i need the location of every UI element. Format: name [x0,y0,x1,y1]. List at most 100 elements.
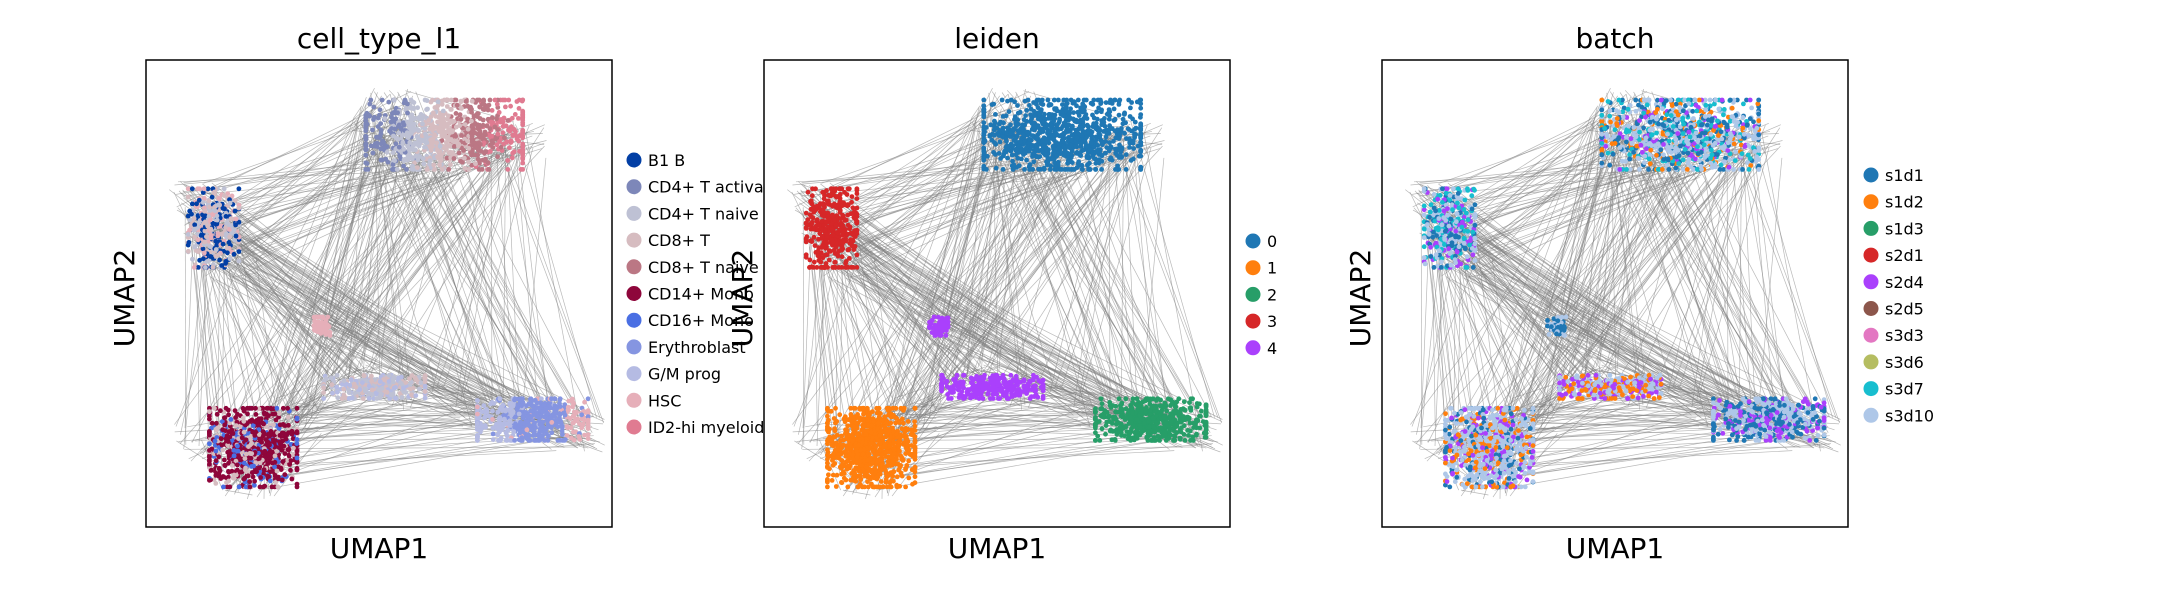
cell-point [549,420,555,425]
graph-edge [284,371,351,424]
cell-point [453,124,459,130]
cell-point [377,379,383,384]
cell-point [1081,147,1086,153]
cell-point [996,151,1002,156]
cell-point [424,167,430,172]
cell-point [202,239,208,245]
cell-point [1094,137,1099,143]
cell-point [220,427,226,433]
cell-point [320,314,326,320]
cell-point [276,476,281,482]
cell-point [418,380,424,386]
cell-point [384,149,390,155]
cell-point [500,119,506,125]
cell-point [437,143,443,149]
cell-point [227,484,233,490]
cell-point [1060,113,1066,118]
cell-point [1067,110,1072,116]
cell-point [363,135,369,141]
cell-point [216,466,222,471]
cell-point [233,216,239,222]
cell-point [377,107,383,113]
cell-point [407,140,413,145]
cell-point [480,117,486,123]
cell-point [277,433,283,438]
cell-point [266,413,271,418]
cell-point [494,142,500,148]
cell-point [520,142,526,148]
cell-point [227,200,233,206]
cell-point [381,140,386,145]
embedding-plot [169,88,605,500]
cell-point [432,167,437,172]
cell-point [1000,134,1005,140]
cell-point [291,445,296,451]
cell-point [1080,101,1086,107]
cell-point [346,388,352,394]
cell-point [526,401,532,407]
cell-point [1083,112,1089,117]
cell-point [513,129,518,135]
cell-point [1092,156,1097,162]
cell-point [202,219,208,225]
cell-point [263,437,269,442]
graph-edge [241,247,443,391]
cell-point [237,456,243,461]
cell-point [1138,153,1144,159]
cell-point [1130,156,1136,162]
cell-point [207,454,212,460]
cell-point [458,158,463,164]
cell-point [206,198,212,204]
cell-point [1047,114,1052,120]
cell-point [1076,159,1082,165]
cell-point [496,110,502,115]
cell-point [214,411,220,417]
cell-point [233,233,239,239]
cell-point [575,417,580,422]
cell-point [520,135,526,141]
cell-point [1107,156,1113,162]
cell-point [465,126,471,132]
graph-edge [223,125,506,451]
cell-point [466,159,471,165]
cell-point [403,380,409,385]
graph-edge [272,433,515,478]
legend-item: B1 B [626,151,685,170]
graph-edge [332,145,545,375]
cell-point [564,424,570,429]
cell-point [555,438,561,443]
cell-point [210,212,216,218]
cell-point [509,155,515,161]
cell-point [378,391,383,397]
cell-point [552,414,558,419]
cell-point [478,148,484,154]
cell-point [367,113,373,119]
cell-point [261,484,266,490]
cell-point [409,166,415,172]
cell-point [1031,108,1037,114]
cell-point [488,119,494,125]
cell-point [518,438,524,443]
cell-point [241,476,247,482]
cell-point [334,389,340,395]
cell-point [396,130,402,136]
cell-point [1025,97,1031,103]
cell-point [1107,109,1113,115]
cell-point [466,146,472,151]
cell-point [469,98,475,104]
cell-point [370,127,375,133]
cell-point [294,467,300,473]
cell-point [215,202,221,208]
cell-point [1075,97,1081,103]
cell-point [1107,113,1112,119]
cell-point [549,430,555,436]
cell-point [457,112,463,118]
graph-edge [514,127,548,403]
legend-label: CD4+ T naive [648,204,759,223]
cell-point [363,143,369,149]
cell-point [1074,150,1080,155]
legend-marker [626,419,642,435]
cell-point [434,140,439,146]
cell-point [231,472,237,478]
cell-point [219,442,225,448]
